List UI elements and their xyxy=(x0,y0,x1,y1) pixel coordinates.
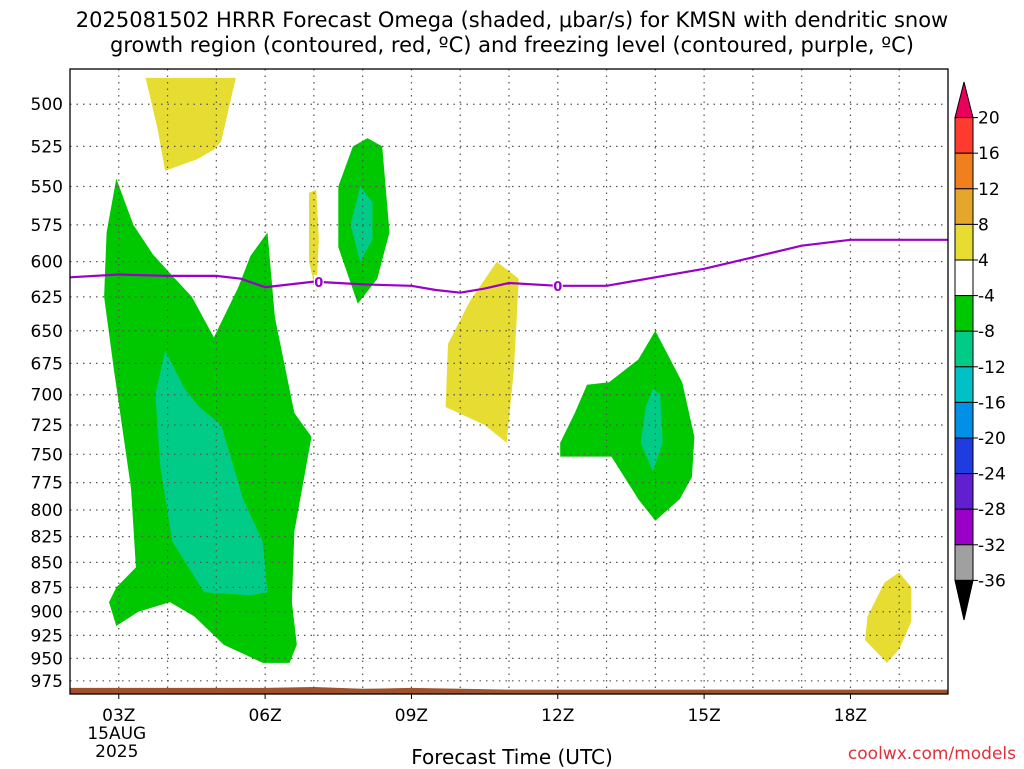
colorbar-label-12: -28 xyxy=(978,500,1006,520)
freezing-label-bg-2 xyxy=(552,278,563,293)
y-tick-label-875: 875 xyxy=(31,578,63,598)
colorbar-box-6 xyxy=(954,295,974,332)
freezing-level-label-1: 0 xyxy=(314,276,323,291)
y-tick-label-975: 975 xyxy=(31,672,63,692)
colorbar-box-13 xyxy=(954,544,974,581)
colorbar-label-14: -36 xyxy=(978,571,1006,591)
y-tick-label-575: 575 xyxy=(31,216,63,236)
y-tick-label-900: 900 xyxy=(31,603,63,623)
omega-region-9 xyxy=(350,186,373,262)
colorbar-label-2: 16 xyxy=(978,144,1000,164)
y-tick-label-600: 600 xyxy=(31,253,63,273)
colorbar-box-5 xyxy=(954,259,974,297)
omega-region-2 xyxy=(309,189,319,293)
colorbar-label-4: 8 xyxy=(978,215,989,235)
colorbar-box-12 xyxy=(954,508,974,546)
x-axis-label: Forecast Time (UTC) xyxy=(411,745,613,769)
colorbar-top-triangle xyxy=(954,81,974,119)
x-tick-label-06Z: 06Z xyxy=(248,706,281,726)
chart-title-line2: growth region (contoured, red, ºC) and f… xyxy=(110,33,914,57)
omega-region-1 xyxy=(145,77,236,171)
y-tick-label-525: 525 xyxy=(31,137,63,157)
colorbar-label-10: -20 xyxy=(978,429,1006,449)
colorbar-box-3 xyxy=(954,188,974,225)
colorbar-label-5: 4 xyxy=(978,251,989,271)
colorbar-box-7 xyxy=(954,330,974,368)
omega-region-10 xyxy=(640,388,663,472)
y-tick-label-825: 825 xyxy=(31,528,63,548)
y-tick-label-750: 750 xyxy=(31,445,63,465)
omega-region-7 xyxy=(560,330,695,521)
colorbar-label-6: -4 xyxy=(978,287,995,307)
x-tick-label-03Z: 03Z xyxy=(102,706,135,726)
chart-title-line1: 2025081502 HRRR Forecast Omega (shaded, … xyxy=(75,8,949,32)
x-tick-sublabel-2: 2025 xyxy=(95,742,138,762)
colorbar-box-4 xyxy=(954,223,974,261)
y-tick-label-675: 675 xyxy=(31,354,63,374)
y-tick-label-950: 950 xyxy=(31,649,63,669)
plot-frame xyxy=(69,68,949,695)
colorbar-box-10 xyxy=(954,437,974,475)
chart-title: 2025081502 HRRR Forecast Omega (shaded, … xyxy=(0,8,1024,58)
colorbar-label-7: -8 xyxy=(978,322,995,342)
surface-terrain-band xyxy=(70,687,948,694)
y-tick-label-625: 625 xyxy=(31,288,63,308)
colorbar-label-11: -24 xyxy=(978,465,1006,485)
x-tick-label-09Z: 09Z xyxy=(395,706,428,726)
y-tick-label-850: 850 xyxy=(31,553,63,573)
x-tick-label-15Z: 15Z xyxy=(687,706,720,726)
freezing-level-line xyxy=(70,238,948,294)
colorbar-box-2 xyxy=(954,152,974,190)
colorbar-box-9 xyxy=(954,401,974,439)
colorbar-label-8: -12 xyxy=(978,358,1006,378)
colorbar-box-11 xyxy=(954,473,974,510)
credit-text: coolwx.com/models xyxy=(847,744,1016,764)
freezing-level-label-2: 0 xyxy=(553,280,562,295)
colorbar-label-9: -16 xyxy=(978,393,1006,413)
omega-region-8 xyxy=(155,350,268,596)
x-tick-label-18Z: 18Z xyxy=(834,706,867,726)
omega-region-4 xyxy=(865,572,912,663)
y-tick-label-800: 800 xyxy=(31,501,63,521)
y-tick-label-925: 925 xyxy=(31,626,63,646)
colorbar-label-3: 12 xyxy=(978,180,1000,200)
y-tick-label-725: 725 xyxy=(31,416,63,436)
colorbar-box-8 xyxy=(954,366,974,403)
y-tick-label-775: 775 xyxy=(31,474,63,494)
freezing-label-bg-1 xyxy=(313,274,324,289)
x-tick-label-12Z: 12Z xyxy=(541,706,574,726)
y-tick-label-700: 700 xyxy=(31,386,63,406)
colorbar-label-13: -32 xyxy=(978,536,1006,556)
colorbar-bottom-triangle xyxy=(954,579,974,621)
colorbar-label-1: 20 xyxy=(978,109,1000,129)
y-tick-label-500: 500 xyxy=(31,95,63,115)
y-tick-label-650: 650 xyxy=(31,322,63,342)
colorbar-box-1 xyxy=(954,117,974,154)
x-tick-sublabel-1: 15AUG xyxy=(87,724,146,744)
omega-region-3 xyxy=(445,261,519,443)
y-tick-label-550: 550 xyxy=(31,178,63,198)
